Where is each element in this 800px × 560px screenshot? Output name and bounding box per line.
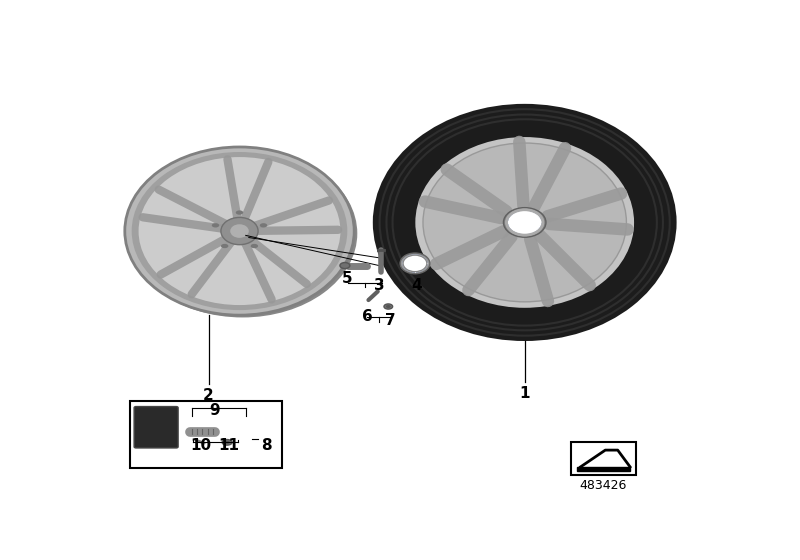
Text: 10: 10 [190, 438, 211, 453]
Ellipse shape [503, 208, 546, 237]
Ellipse shape [236, 211, 243, 214]
Text: 8: 8 [261, 438, 271, 453]
Ellipse shape [373, 104, 677, 341]
Wedge shape [403, 255, 415, 272]
Text: 1: 1 [519, 386, 530, 402]
Ellipse shape [212, 223, 219, 227]
Polygon shape [578, 467, 630, 471]
Text: 3: 3 [374, 278, 384, 293]
Ellipse shape [221, 244, 228, 248]
Text: 7: 7 [385, 313, 395, 328]
Bar [130, 402, 282, 468]
Wedge shape [415, 255, 427, 272]
Ellipse shape [224, 441, 230, 444]
Text: 11: 11 [218, 438, 239, 453]
Wedge shape [509, 211, 525, 234]
Text: 2: 2 [203, 389, 214, 403]
Ellipse shape [386, 305, 390, 308]
Text: 9: 9 [210, 403, 220, 418]
Text: 6: 6 [362, 309, 374, 324]
Ellipse shape [128, 150, 358, 318]
Text: 483426: 483426 [580, 479, 627, 492]
Wedge shape [509, 222, 541, 234]
Wedge shape [403, 263, 427, 272]
Wedge shape [403, 255, 427, 263]
Ellipse shape [250, 244, 258, 248]
Ellipse shape [340, 263, 350, 269]
Ellipse shape [125, 147, 354, 315]
Text: 4: 4 [411, 278, 422, 293]
Ellipse shape [423, 143, 626, 302]
Ellipse shape [221, 217, 258, 245]
Ellipse shape [138, 157, 341, 305]
Ellipse shape [260, 223, 267, 227]
Ellipse shape [132, 152, 347, 310]
Wedge shape [525, 211, 541, 234]
FancyBboxPatch shape [134, 407, 178, 448]
Ellipse shape [415, 137, 634, 308]
Ellipse shape [222, 440, 232, 445]
Ellipse shape [230, 224, 249, 238]
Ellipse shape [506, 210, 543, 235]
Ellipse shape [400, 253, 430, 274]
Text: 5: 5 [342, 271, 352, 286]
Wedge shape [509, 211, 541, 222]
Bar [571, 442, 636, 475]
Ellipse shape [384, 304, 393, 309]
